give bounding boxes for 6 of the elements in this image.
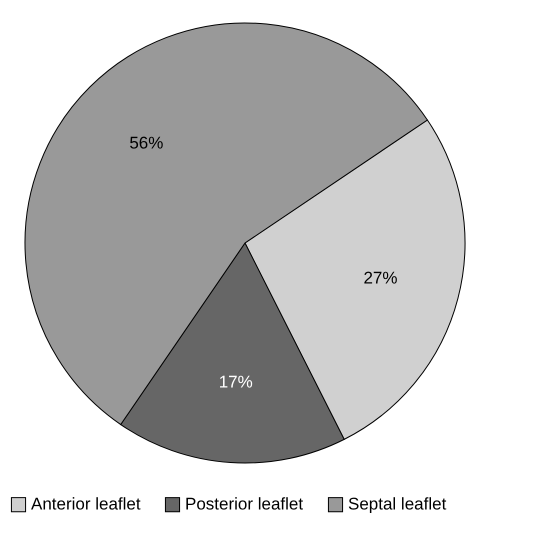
legend-label: Anterior leaflet — [31, 494, 141, 514]
legend-label: Septal leaflet — [348, 494, 447, 514]
legend-label: Posterior leaflet — [185, 494, 304, 514]
data-label: 17% — [218, 372, 253, 392]
data-label: 56% — [129, 134, 164, 153]
data-label: 27% — [363, 268, 398, 288]
